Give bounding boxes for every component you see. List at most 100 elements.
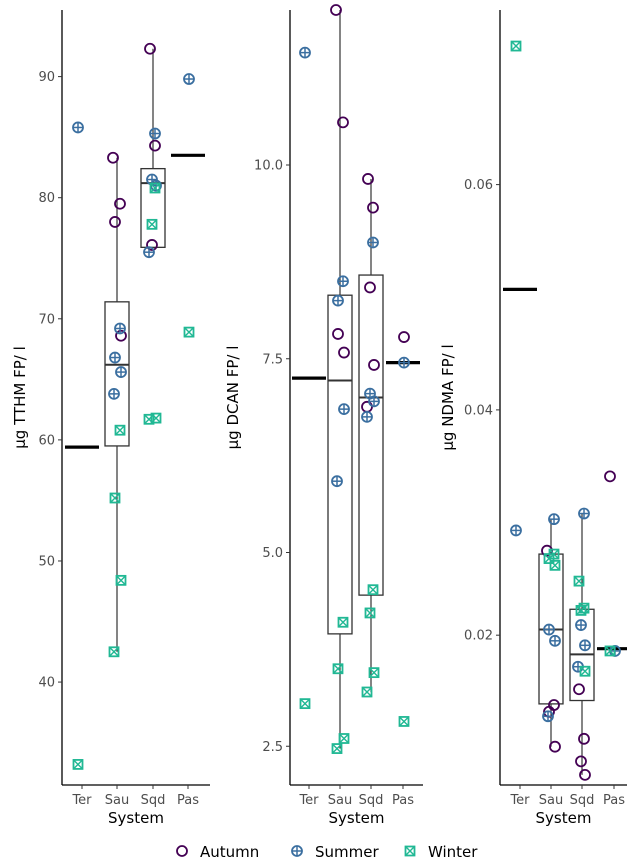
point-autumn bbox=[578, 732, 590, 745]
point-autumn bbox=[361, 400, 373, 413]
point-summer bbox=[72, 121, 84, 134]
point-winter bbox=[146, 218, 158, 230]
x-tick-label: Pas bbox=[392, 793, 414, 808]
point-summer bbox=[368, 395, 380, 408]
point-autumn bbox=[146, 239, 158, 251]
panel-tthm: 40 50 60 70 80 90 Ter Sau Sqd Pas System µg TTHM FP… bbox=[11, 10, 210, 827]
x-tick-label: Ter bbox=[509, 793, 530, 808]
point-summer bbox=[115, 366, 127, 378]
x-tick-label: Ter bbox=[71, 793, 92, 808]
box-sqd bbox=[140, 48, 166, 248]
x-tick-label: Sau bbox=[539, 793, 563, 808]
y-tick-label: 80 bbox=[38, 191, 55, 206]
point-autumn bbox=[367, 201, 379, 214]
point-winter bbox=[575, 604, 587, 616]
point-winter bbox=[549, 559, 561, 571]
point-summer bbox=[575, 619, 587, 631]
point-autumn bbox=[575, 755, 587, 768]
point-autumn bbox=[398, 331, 410, 343]
point-autumn bbox=[604, 470, 616, 483]
y-tick-label: 60 bbox=[38, 433, 55, 448]
point-summer bbox=[578, 507, 590, 520]
point-summer bbox=[398, 356, 410, 369]
point-winter bbox=[364, 607, 376, 619]
x-tick-label: Sau bbox=[328, 793, 352, 808]
box-iqr bbox=[358, 274, 384, 596]
point-summer bbox=[108, 387, 120, 400]
point-autumn bbox=[338, 346, 350, 359]
y-tick-label: 0.04 bbox=[464, 403, 493, 418]
point-summer bbox=[367, 236, 379, 249]
point-winter bbox=[604, 645, 616, 657]
legend-label-winter: Winter bbox=[428, 843, 478, 861]
point-summer bbox=[549, 634, 561, 647]
legend-label-summer: Summer bbox=[315, 843, 379, 861]
y-axis-title: µg TTHM FP/ l bbox=[11, 346, 29, 449]
point-summer bbox=[542, 710, 554, 723]
x-axis-title: System bbox=[108, 809, 164, 827]
box-iqr bbox=[327, 294, 353, 635]
point-summer bbox=[361, 410, 373, 423]
y-tick-label: 70 bbox=[38, 312, 55, 327]
point-autumn bbox=[144, 42, 156, 55]
legend-marker-summer bbox=[291, 845, 303, 857]
point-summer bbox=[143, 246, 155, 259]
point-autumn bbox=[579, 768, 591, 781]
box-sqd bbox=[358, 178, 384, 692]
point-summer bbox=[332, 294, 344, 307]
y-tick-label: 40 bbox=[38, 676, 55, 691]
point-autumn bbox=[115, 329, 127, 342]
point-winter bbox=[149, 182, 161, 194]
y-tick-label: 50 bbox=[38, 554, 55, 569]
point-summer bbox=[510, 524, 522, 537]
y-tick-label: 7.5 bbox=[262, 352, 283, 367]
y-tick-label: 90 bbox=[38, 70, 55, 85]
legend-marker-autumn bbox=[176, 845, 188, 857]
point-winter bbox=[109, 492, 121, 504]
legend-label-autumn: Autumn bbox=[200, 843, 259, 861]
point-winter bbox=[108, 646, 120, 658]
box-iqr bbox=[104, 301, 130, 447]
y-tick-label: 2.5 bbox=[262, 740, 283, 755]
point-winter bbox=[183, 326, 195, 338]
point-summer bbox=[109, 351, 121, 364]
point-winter bbox=[72, 759, 84, 770]
legend: Autumn Summer Winter bbox=[176, 843, 478, 861]
point-winter bbox=[361, 686, 373, 698]
point-winter bbox=[510, 40, 522, 52]
y-tick-label: 5.0 bbox=[262, 546, 283, 561]
point-winter bbox=[367, 584, 379, 596]
point-summer bbox=[299, 46, 311, 59]
panel-dcan: 2.5 5.0 7.5 10.0 Ter Sau Sqd Pas System µg DCAN F… bbox=[224, 4, 423, 827]
y-tick-label: 10.0 bbox=[254, 159, 283, 174]
point-summer bbox=[337, 275, 349, 288]
point-summer bbox=[548, 513, 560, 526]
x-tick-label: Sau bbox=[105, 793, 129, 808]
point-autumn bbox=[368, 359, 380, 371]
x-tick-label: Ter bbox=[298, 793, 319, 808]
x-tick-label: Sqd bbox=[570, 793, 595, 808]
box-sau bbox=[104, 157, 130, 652]
y-axis-title: µg DCAN FP/ l bbox=[224, 346, 242, 450]
point-winter bbox=[332, 663, 344, 675]
x-tick-label: Pas bbox=[603, 793, 625, 808]
point-winter bbox=[368, 667, 380, 679]
point-winter bbox=[398, 716, 410, 727]
point-summer bbox=[149, 127, 161, 140]
x-axis-title: System bbox=[536, 809, 592, 827]
point-summer bbox=[543, 623, 555, 636]
x-axis-title: System bbox=[329, 809, 385, 827]
point-winter bbox=[331, 743, 343, 754]
point-summer bbox=[331, 475, 343, 488]
point-winter bbox=[143, 413, 155, 425]
point-winter bbox=[299, 698, 311, 710]
point-autumn bbox=[573, 683, 585, 696]
point-autumn bbox=[364, 281, 376, 294]
point-summer bbox=[338, 403, 350, 416]
point-autumn bbox=[337, 116, 349, 129]
point-autumn bbox=[114, 197, 126, 210]
legend-marker-winter bbox=[404, 845, 416, 857]
point-summer bbox=[114, 322, 126, 335]
point-winter bbox=[337, 616, 349, 628]
